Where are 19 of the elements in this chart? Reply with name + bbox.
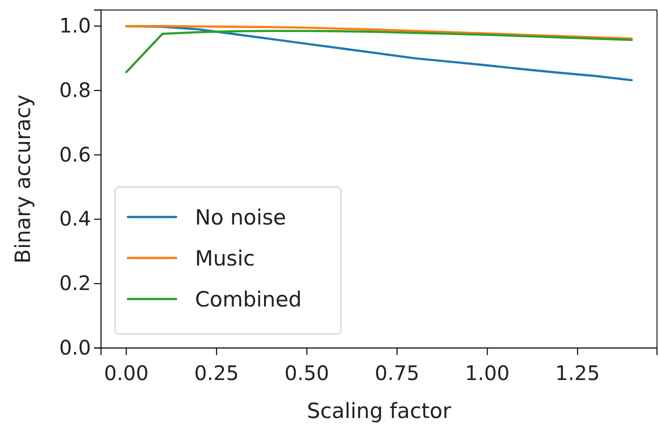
x-tick-label: 0.50	[284, 361, 330, 385]
y-tick-label: 0.0	[59, 335, 91, 360]
x-tick-label: 0.25	[194, 361, 239, 385]
legend-label: No noise	[195, 205, 286, 230]
x-tick-label: 1.00	[465, 361, 510, 385]
line-series	[125, 24, 633, 40]
x-tick-label: 1.25	[555, 361, 600, 385]
y-tick-label: 0.8	[59, 78, 91, 102]
legend-label: Music	[195, 246, 255, 270]
y-tick-label: 1.0	[59, 13, 91, 38]
y-axis-title: Binary accuracy	[11, 94, 35, 264]
y-tick-label: 0.6	[59, 142, 91, 166]
legend-label: Combined	[195, 287, 302, 312]
y-tick-label: 0.4	[59, 206, 91, 231]
line-series	[125, 30, 633, 74]
x-axis-title: Scaling factor	[306, 399, 452, 423]
y-tick-label: 0.2	[59, 271, 91, 296]
x-tick-label: 0.75	[374, 361, 420, 385]
x-tick-label: 0.00	[104, 361, 149, 385]
